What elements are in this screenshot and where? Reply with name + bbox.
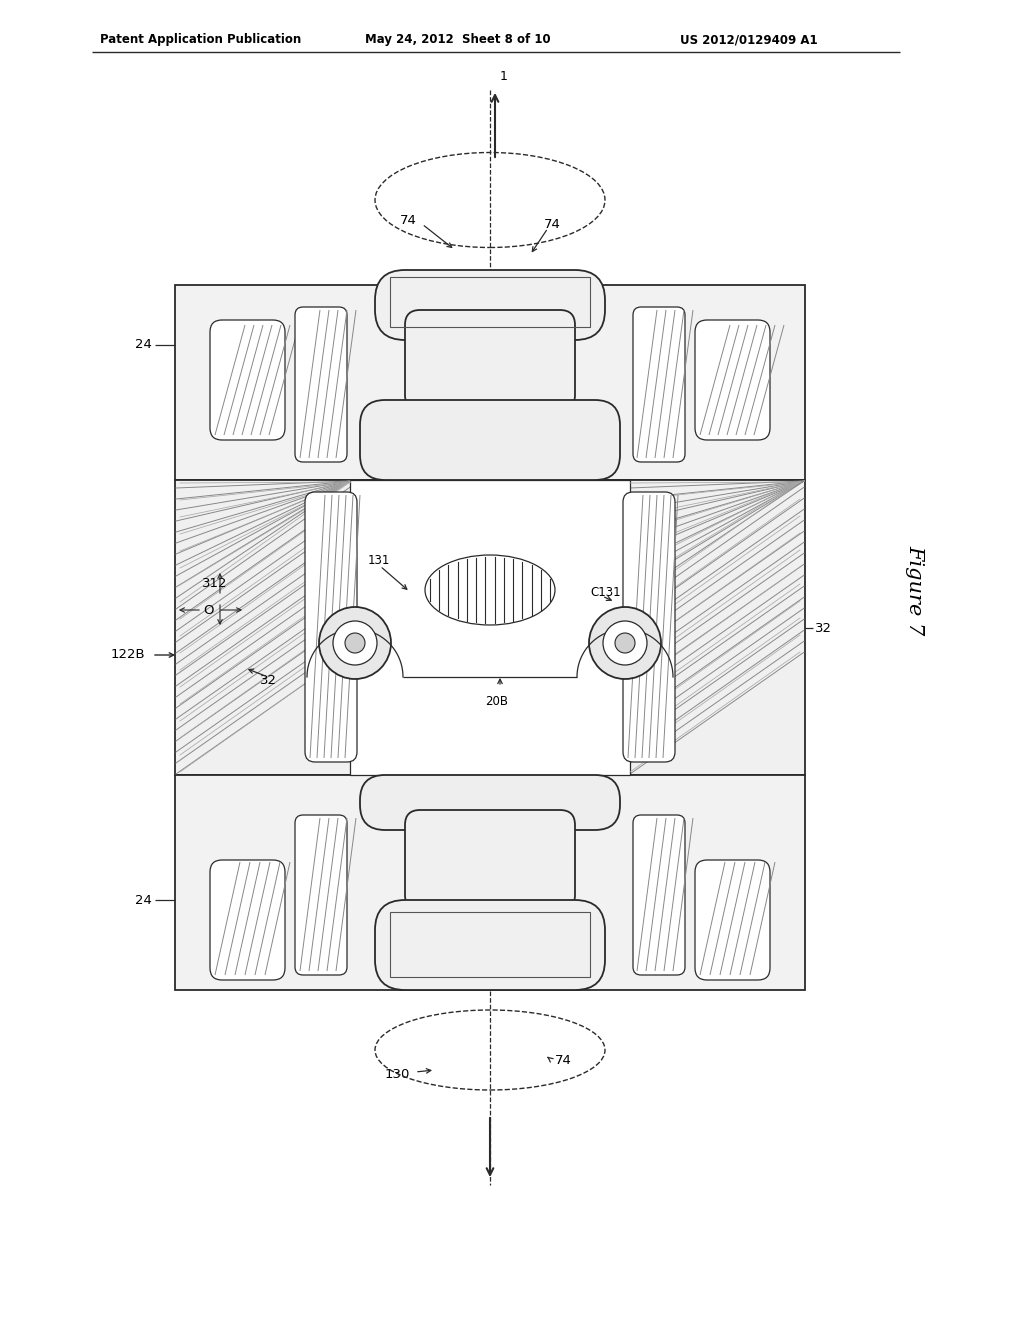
Text: May 24, 2012  Sheet 8 of 10: May 24, 2012 Sheet 8 of 10 [365, 33, 551, 46]
Text: 20B: 20B [485, 696, 508, 708]
FancyBboxPatch shape [633, 814, 685, 975]
FancyBboxPatch shape [406, 310, 575, 411]
FancyBboxPatch shape [623, 492, 675, 762]
Text: 1: 1 [500, 70, 508, 83]
Text: 74: 74 [399, 214, 417, 227]
Text: 312: 312 [202, 577, 227, 590]
Circle shape [345, 634, 365, 653]
Circle shape [333, 620, 377, 665]
Text: Patent Application Publication: Patent Application Publication [100, 33, 301, 46]
Bar [390, 277, 590, 327]
Circle shape [319, 607, 391, 678]
Circle shape [589, 607, 662, 678]
Text: 24: 24 [135, 338, 152, 351]
Bar [175, 285, 805, 480]
Text: 74: 74 [422, 804, 438, 817]
Text: 130: 130 [385, 1068, 411, 1081]
FancyBboxPatch shape [295, 308, 347, 462]
Text: 74: 74 [555, 1053, 571, 1067]
FancyBboxPatch shape [305, 492, 357, 762]
FancyBboxPatch shape [360, 775, 620, 830]
FancyBboxPatch shape [406, 810, 575, 909]
FancyBboxPatch shape [210, 861, 285, 979]
Text: US 2012/0129409 A1: US 2012/0129409 A1 [680, 33, 817, 46]
Circle shape [615, 634, 635, 653]
FancyBboxPatch shape [375, 900, 605, 990]
Ellipse shape [425, 554, 555, 624]
FancyBboxPatch shape [633, 308, 685, 462]
Text: Figure 7: Figure 7 [905, 545, 925, 635]
Bar [175, 775, 805, 990]
Text: 24: 24 [135, 894, 152, 907]
Bar [175, 480, 805, 775]
FancyBboxPatch shape [360, 400, 620, 480]
FancyBboxPatch shape [295, 814, 347, 975]
Bar [390, 912, 590, 977]
FancyBboxPatch shape [695, 861, 770, 979]
Text: C131: C131 [590, 586, 621, 598]
FancyBboxPatch shape [375, 271, 605, 341]
Text: 131: 131 [368, 553, 390, 566]
Text: 32: 32 [815, 622, 831, 635]
Text: 74: 74 [544, 219, 560, 231]
Text: O: O [204, 603, 214, 616]
Bar [350, 480, 630, 775]
Text: 122B: 122B [111, 648, 145, 661]
Text: 32: 32 [260, 673, 278, 686]
FancyBboxPatch shape [210, 319, 285, 440]
Circle shape [603, 620, 647, 665]
FancyBboxPatch shape [695, 319, 770, 440]
